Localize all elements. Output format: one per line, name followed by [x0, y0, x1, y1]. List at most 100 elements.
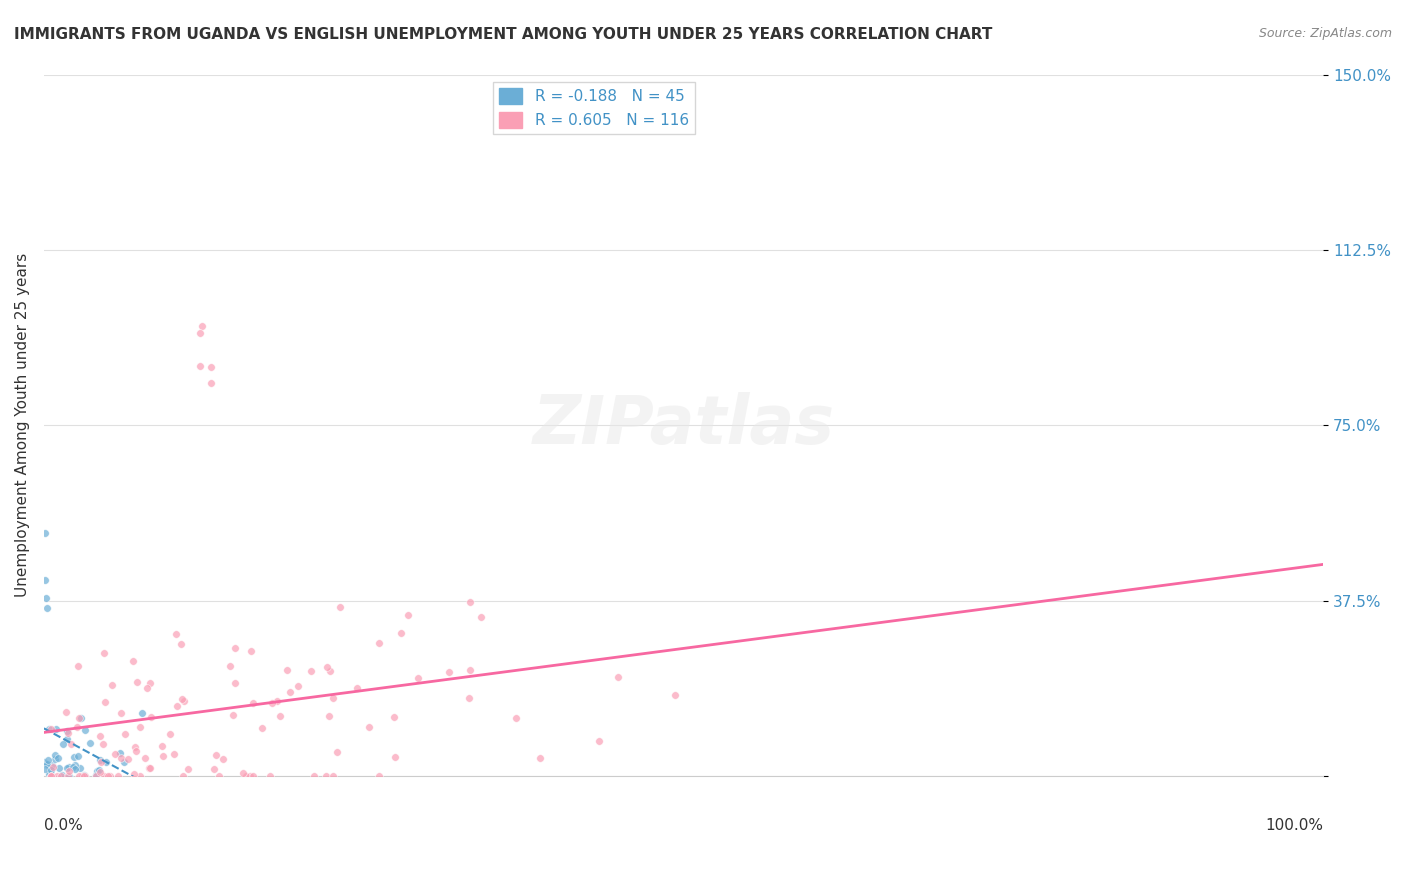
Point [322, 769, 344, 783]
Point [66, 659, 89, 673]
Point [41, 758, 63, 772]
Point [242, 697, 264, 711]
Point [138, 761, 160, 775]
Point [58, 760, 80, 774]
Point [367, 769, 389, 783]
Point [136, 681, 159, 695]
Point [329, 599, 352, 614]
Point [44, 752, 66, 766]
Point [607, 670, 630, 684]
Text: 0.0%: 0.0% [44, 818, 83, 833]
Point [46, 750, 69, 764]
Point [70, 769, 93, 783]
Point [37, 753, 59, 767]
Point [664, 688, 686, 702]
Point [139, 676, 162, 690]
Point [65, 720, 87, 734]
Point [172, 691, 194, 706]
Point [39, 769, 62, 783]
Point [322, 690, 344, 705]
Point [131, 706, 153, 720]
Point [34, 525, 56, 540]
Point [127, 675, 149, 690]
Point [58, 764, 80, 779]
Point [122, 766, 145, 780]
Point [89, 753, 111, 767]
Point [73, 723, 96, 738]
Point [437, 665, 460, 680]
Point [38, 765, 60, 780]
Point [232, 765, 254, 780]
Point [49, 769, 72, 783]
Point [139, 710, 162, 724]
Point [62, 760, 84, 774]
Point [94, 694, 117, 708]
Point [191, 319, 214, 334]
Point [56, 726, 79, 740]
Point [470, 610, 492, 624]
Point [97, 769, 120, 783]
Point [110, 706, 132, 720]
Point [389, 625, 412, 640]
Text: 100.0%: 100.0% [1265, 818, 1323, 833]
Point [172, 769, 194, 783]
Point [269, 708, 291, 723]
Point [222, 708, 245, 723]
Point [87, 763, 110, 777]
Point [66, 748, 89, 763]
Point [48, 761, 70, 775]
Point [188, 326, 211, 340]
Point [458, 690, 481, 705]
Point [51, 737, 73, 751]
Point [56, 731, 79, 746]
Point [56, 724, 79, 739]
Point [89, 729, 111, 743]
Legend: R = -0.188   N = 45, R = 0.605   N = 116: R = -0.188 N = 45, R = 0.605 N = 116 [494, 82, 695, 134]
Point [101, 677, 124, 691]
Point [44, 748, 66, 763]
Point [163, 747, 186, 761]
Point [35, 758, 58, 772]
Point [382, 710, 405, 724]
Point [170, 637, 193, 651]
Point [70, 711, 93, 725]
Point [166, 699, 188, 714]
Point [73, 769, 96, 783]
Point [56, 769, 79, 783]
Point [34, 762, 56, 776]
Point [235, 769, 257, 783]
Point [39, 769, 62, 783]
Point [129, 720, 152, 734]
Point [276, 664, 298, 678]
Point [90, 756, 112, 770]
Point [124, 739, 146, 754]
Point [239, 644, 262, 658]
Point [529, 751, 551, 765]
Point [242, 769, 264, 783]
Point [396, 608, 419, 623]
Point [42, 760, 65, 774]
Point [287, 679, 309, 693]
Text: IMMIGRANTS FROM UGANDA VS ENGLISH UNEMPLOYMENT AMONG YOUTH UNDER 25 YEARS CORREL: IMMIGRANTS FROM UGANDA VS ENGLISH UNEMPL… [14, 27, 993, 42]
Point [150, 739, 173, 753]
Point [35, 756, 58, 771]
Point [316, 660, 339, 674]
Point [34, 573, 56, 587]
Point [73, 768, 96, 782]
Point [188, 359, 211, 374]
Point [315, 769, 337, 783]
Point [176, 762, 198, 776]
Text: Source: ZipAtlas.com: Source: ZipAtlas.com [1258, 27, 1392, 40]
Point [93, 769, 115, 783]
Point [319, 664, 342, 678]
Point [93, 646, 115, 660]
Point [107, 769, 129, 783]
Point [89, 764, 111, 779]
Point [346, 681, 368, 696]
Point [39, 763, 62, 777]
Point [152, 749, 174, 764]
Point [200, 376, 222, 390]
Point [32, 755, 55, 769]
Point [39, 723, 62, 737]
Point [318, 709, 340, 723]
